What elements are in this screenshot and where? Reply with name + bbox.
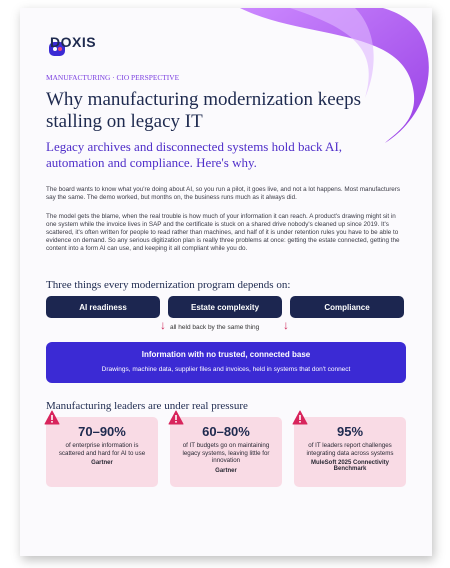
warning-icon [168,410,184,425]
paragraph: The board wants to know what you're doin… [46,186,401,202]
stat-source: MuleSoft 2025 Connectivity Benchmark [310,460,390,472]
warning-icon [292,410,308,425]
stat-text: of IT leaders report challenges integrat… [306,442,394,457]
stat-value: 70–90% [78,424,126,439]
stat-value: 60–80% [202,424,250,439]
pillar: Estate complexity [168,296,282,318]
subtitle: Legacy archives and disconnected systems… [46,139,343,170]
stat-card: 95% of IT leaders report challenges integ… [294,417,406,487]
stat-text: of IT budgets go on maintaining legacy s… [182,442,270,464]
logo-icon [49,42,65,56]
pillar: Compliance [290,296,404,318]
arrow-icon: ↓ [283,318,289,332]
base-title: Information with no trusted, connected b… [141,350,311,359]
stat-card: 70–90% of enterprise information is scatt… [46,417,158,487]
arrow-icon: ↓ [160,318,166,332]
pressure-heading: Manufacturing leaders are under real pre… [46,400,248,412]
stat-card: 60–80% of IT budgets go on maintaining le… [170,417,282,487]
stat-source: Gartner [215,467,237,474]
paragraph: The model gets the blame, when the real … [46,213,400,253]
stat-text: of enterprise information is scattered a… [58,442,146,457]
connector-text: all held back by the same thing [170,324,260,331]
base-text: Drawings, machine data, supplier files a… [101,366,351,373]
pillars-heading: Three things every modernization program… [46,279,291,291]
logo: DOXIS [50,34,97,50]
stat-source: Gartner [91,460,113,466]
title: Why manufacturing modernization keeps st… [46,89,361,132]
base-box: Information with no trusted, connected b… [46,342,406,383]
stat-value: 95% [336,424,364,439]
pillar: AI readiness [46,296,160,318]
kicker: MANUFACTURING · CIO PERSPECTIVE [46,73,180,82]
warning-icon [44,410,60,425]
swirl-decoration [240,8,429,143]
